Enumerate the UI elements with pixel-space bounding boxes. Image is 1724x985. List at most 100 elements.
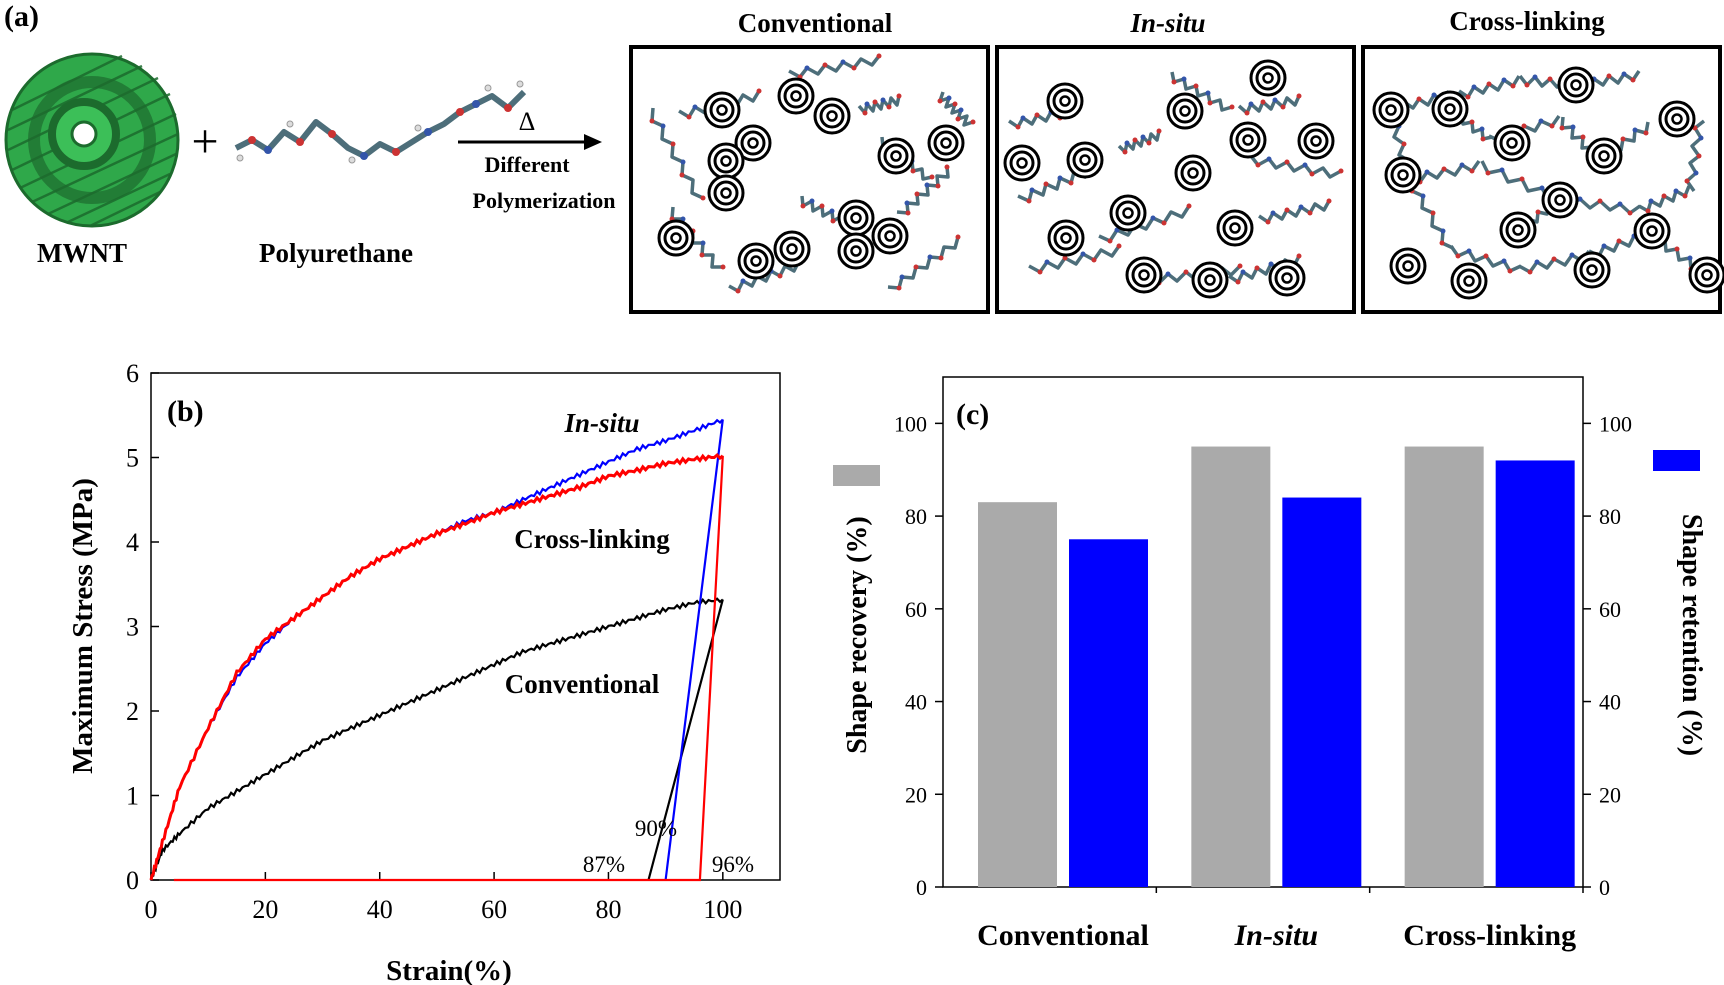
polymer-chain (857, 93, 902, 116)
nanotube-cross-section-icon (1166, 92, 1204, 130)
panel-c-label: (c) (956, 398, 989, 431)
y-tick-label-right: 100 (1599, 411, 1632, 436)
reaction-arrow-head (584, 134, 602, 150)
nanotube-cross-section-icon (1066, 141, 1104, 179)
annotation-87: 87% (583, 852, 625, 877)
nanotube-cross-section-icon (657, 219, 695, 257)
box-title-in-situ: In-situ (1129, 8, 1205, 38)
nanotube-cross-section-icon (1573, 251, 1611, 289)
y-tick-label-left: 40 (905, 690, 927, 715)
polyurethane-label: Polyurethane (259, 238, 413, 268)
polymer-chain (649, 107, 706, 201)
nanotube-cross-section-icon (1585, 137, 1623, 175)
nanotube-cross-section-icon (1493, 124, 1531, 162)
y-tick-label-left: 20 (905, 782, 927, 807)
x-tick-label: 40 (367, 895, 393, 924)
series-loading-conventional (149, 597, 724, 881)
polymer-chain (1638, 185, 1691, 214)
bar-shape-recovery (1191, 446, 1271, 887)
nanotube-cross-section-icon (1541, 181, 1579, 219)
y-tick-label: 0 (126, 866, 139, 895)
nanotube-cross-section-icon (1174, 154, 1212, 192)
panel-b-line-chart: (b) 0 20 40 60 80 100 0 1 2 3 4 5 6 Strain(%) Maxim… (67, 359, 781, 985)
polymer-chain (1449, 244, 1522, 274)
polymer-chain (887, 234, 961, 291)
nanotube-cross-section-icon (1372, 91, 1410, 129)
polymer-chain (1028, 243, 1122, 275)
nanotube-cross-section-icon (707, 142, 745, 180)
label-conventional: Conventional (505, 669, 660, 699)
nanotube-cross-section-icon (737, 242, 775, 280)
y-tick-label: 1 (126, 782, 139, 811)
x-tick-label: 20 (252, 895, 278, 924)
nanotube-cross-section-icon (837, 232, 875, 270)
series-loading-cross-linking (149, 453, 724, 881)
mwnt-icon (4, 52, 180, 228)
bar-shape-retention (1282, 497, 1362, 887)
panel-a: (a) MWNT + (4, 0, 1724, 314)
y-ticks-right-c: 0 20 40 60 80 100 (1583, 411, 1632, 900)
series-loading-in-situ (149, 418, 724, 881)
nanotube-cross-section-icon (1249, 59, 1287, 97)
series-unloading-cross-linking (173, 455, 724, 882)
polyurethane-molecule-icon (234, 80, 527, 164)
y-tick-label: 6 (126, 359, 139, 388)
y-tick-label-left: 100 (894, 411, 927, 436)
y-tick-label-right: 20 (1599, 782, 1621, 807)
x-ticks-b: 0 20 40 60 80 100 (145, 872, 742, 924)
x-tick-label: 0 (145, 895, 158, 924)
schematic-conventional (649, 53, 976, 294)
x-tick-label: 80 (595, 895, 621, 924)
y-tick-label-left: 0 (916, 875, 927, 900)
y-tick-label-right: 40 (1599, 690, 1621, 715)
x-tick-label: 100 (703, 895, 742, 924)
polymer-chain (1684, 119, 1706, 193)
mwnt-label: MWNT (37, 238, 127, 268)
nanotube-cross-section-icon (1389, 247, 1427, 285)
series-unloading-in-situ (664, 419, 724, 881)
plot-frame-b (150, 372, 781, 881)
nanotube-cross-section-icon (1658, 100, 1696, 138)
nanotube-cross-section-icon (773, 230, 811, 268)
legend-swatch-recovery (833, 465, 880, 486)
nanotube-cross-section-icon (1688, 256, 1724, 294)
bar-shape-recovery (978, 502, 1057, 887)
polymer-chain (896, 164, 950, 216)
nanotube-cross-section-icon (1431, 90, 1469, 128)
nanotube-cross-section-icon (1384, 156, 1422, 194)
nanotube-cross-section-icon (1297, 122, 1335, 160)
category-label: Cross-linking (1403, 919, 1576, 952)
label-in-situ: In-situ (563, 408, 639, 438)
bars-c (978, 446, 1575, 887)
plus-sign: + (191, 115, 218, 168)
nanotube-cross-section-icon (1046, 82, 1084, 120)
y-tick-label: 4 (126, 528, 139, 557)
arrow-text-different: Different (484, 152, 570, 177)
category-label: Conventional (977, 919, 1149, 952)
series-unloading-conventional (647, 599, 724, 881)
nanotube-cross-section-icon (1003, 144, 1041, 182)
nanotube-cross-section-icon (703, 91, 741, 129)
series-lines-b (149, 418, 724, 882)
y-tick-label: 2 (126, 697, 139, 726)
y-axis-label-left-c: Shape recovery (%) (842, 516, 873, 753)
y-ticks-left-c: 0 20 40 60 80 100 (894, 411, 943, 900)
label-cross-linking: Cross-linking (514, 524, 670, 554)
arrow-text-polymerization: Polymerization (473, 188, 616, 213)
nanotube-cross-section-icon (777, 77, 815, 115)
y-tick-label: 5 (126, 444, 139, 473)
nanotube-cross-section-icon (1229, 121, 1267, 159)
bar-shape-retention (1495, 460, 1575, 887)
panel-a-label: (a) (4, 0, 39, 33)
nanotube-cross-section-icon (813, 97, 851, 135)
panel-c-bar-chart: (c) 0 20 40 60 80 100 0 20 40 60 80 100 Convention… (833, 376, 1707, 952)
panel-b-label: (b) (167, 395, 204, 428)
nanotube-cross-section-icon (1109, 194, 1147, 232)
nanotube-cross-section-icon (1450, 262, 1488, 300)
annotation-96: 96% (712, 852, 754, 877)
y-tick-label-right: 0 (1599, 875, 1610, 900)
nanotube-cross-section-icon (871, 217, 909, 255)
nanotube-cross-section-icon (927, 124, 965, 162)
x-axis-label-b: Strain(%) (386, 955, 512, 985)
